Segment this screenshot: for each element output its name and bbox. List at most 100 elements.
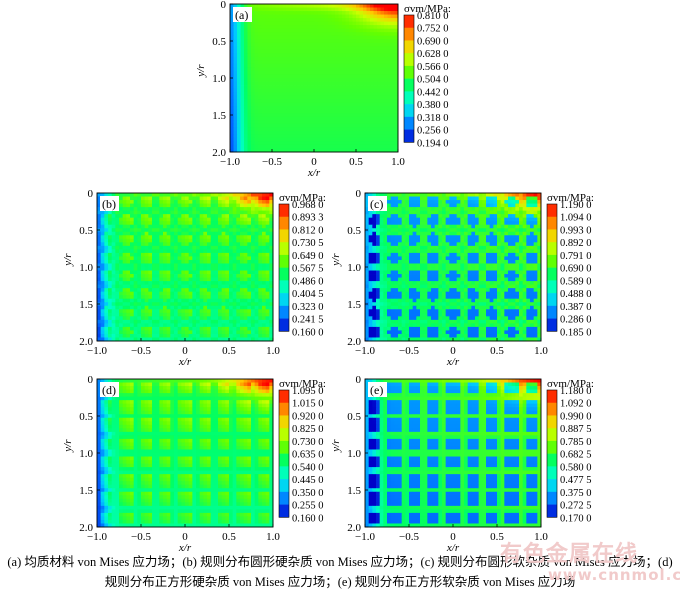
heatmap-cell xyxy=(174,302,179,307)
heatmap-cell xyxy=(225,337,230,342)
heatmap-cell xyxy=(533,196,538,201)
heatmap-cell xyxy=(244,92,248,97)
heatmap-cell xyxy=(221,302,226,307)
x-tick-label: −0.5 xyxy=(131,345,151,357)
heatmap-cell xyxy=(359,18,364,23)
heatmap-cell xyxy=(244,70,248,75)
heatmap-cell xyxy=(247,221,252,226)
heatmap-cell xyxy=(338,14,343,19)
heatmap-cell xyxy=(321,63,325,68)
heatmap-cell xyxy=(342,88,346,93)
y-tick-label: 0 xyxy=(221,0,227,11)
heatmap-cell xyxy=(185,305,190,310)
heatmap-cell xyxy=(303,88,308,93)
heatmap-cell xyxy=(279,144,283,149)
heatmap-cell xyxy=(310,4,315,8)
heatmap-cell xyxy=(199,291,204,296)
heatmap-cell xyxy=(314,123,318,128)
heatmap-cell xyxy=(338,106,343,111)
heatmap-cell xyxy=(269,316,274,321)
heatmap-cell xyxy=(356,99,360,104)
heatmap-cell xyxy=(229,214,234,219)
heatmap-cell xyxy=(345,46,350,51)
heatmap-cell xyxy=(497,203,502,208)
heatmap-cell xyxy=(394,196,399,201)
heatmap-cell xyxy=(289,60,294,65)
heatmap-cell xyxy=(261,88,266,93)
heatmap-cell xyxy=(137,249,142,254)
heatmap-cell xyxy=(394,46,399,51)
heatmap-cell xyxy=(511,217,516,222)
heatmap-cell xyxy=(174,333,179,338)
heatmap-cell xyxy=(247,81,252,86)
heatmap-cell xyxy=(372,238,377,243)
heatmap-cell xyxy=(181,221,186,226)
heatmap-cell xyxy=(317,46,322,51)
heatmap-cell xyxy=(489,228,494,233)
heatmap-cell xyxy=(181,210,186,215)
heatmap-cell xyxy=(387,7,392,12)
heatmap-cell xyxy=(119,214,124,219)
heatmap-cell xyxy=(210,259,215,264)
heatmap-cell xyxy=(111,228,116,233)
heatmap-cell xyxy=(159,291,164,296)
heatmap-cell xyxy=(349,130,353,135)
heatmap-cell xyxy=(240,28,245,33)
heatmap-cell xyxy=(236,242,241,247)
heatmap-cell xyxy=(387,67,392,72)
heatmap-cell xyxy=(236,326,241,331)
heatmap-cell xyxy=(119,231,124,236)
heatmap-cell xyxy=(111,263,116,268)
heatmap-cell xyxy=(119,259,124,264)
heatmap-cell xyxy=(137,203,142,208)
heatmap-cell xyxy=(237,109,241,114)
heatmap-cell xyxy=(377,127,381,132)
heatmap-cell xyxy=(177,305,182,310)
heatmap-cell xyxy=(394,231,399,236)
heatmap-cell xyxy=(207,238,212,243)
heatmap-cell xyxy=(359,70,364,75)
heatmap-cell xyxy=(394,35,399,40)
heatmap-cell xyxy=(115,312,120,317)
heatmap-cell xyxy=(363,141,367,146)
heatmap-cell xyxy=(177,200,182,204)
heatmap-cell xyxy=(144,288,149,293)
heatmap-cell xyxy=(269,312,274,317)
heatmap-cell xyxy=(240,120,245,125)
heatmap-cell xyxy=(366,39,371,44)
heatmap-cell xyxy=(196,224,201,229)
heatmap-cell xyxy=(379,214,384,219)
heatmap-cell xyxy=(159,242,164,247)
heatmap-cell xyxy=(370,144,374,149)
heatmap-cell xyxy=(141,298,146,303)
heatmap-cell xyxy=(166,291,171,296)
heatmap-cell xyxy=(104,333,109,338)
heatmap-cell xyxy=(438,224,443,229)
heatmap-cell xyxy=(345,141,350,146)
heatmap-cell xyxy=(335,21,339,26)
heatmap-cell xyxy=(247,231,252,236)
heatmap-cell xyxy=(247,224,252,229)
heatmap-cell xyxy=(321,127,325,132)
heatmap-cell xyxy=(423,217,428,222)
heatmap-cell xyxy=(137,295,142,300)
heatmap-cell xyxy=(317,21,322,26)
colorbar-segment xyxy=(404,15,414,29)
heatmap-cell xyxy=(349,18,353,23)
heatmap-cell xyxy=(141,305,146,310)
heatmap-cell xyxy=(104,238,109,243)
heatmap-cell xyxy=(328,63,332,68)
heatmap-cell xyxy=(363,113,367,118)
heatmap-cell xyxy=(335,32,339,37)
heatmap-cell xyxy=(307,60,311,65)
heatmap-cell xyxy=(265,252,270,257)
heatmap-cell xyxy=(152,224,157,229)
heatmap-cell xyxy=(163,214,168,219)
heatmap-cell xyxy=(317,11,322,15)
heatmap-cell xyxy=(258,21,262,26)
heatmap-cell xyxy=(420,228,425,233)
heatmap-cell xyxy=(155,288,160,293)
heatmap-cell xyxy=(338,116,343,121)
heatmap-cell xyxy=(342,74,346,79)
heatmap-cell xyxy=(181,326,186,331)
